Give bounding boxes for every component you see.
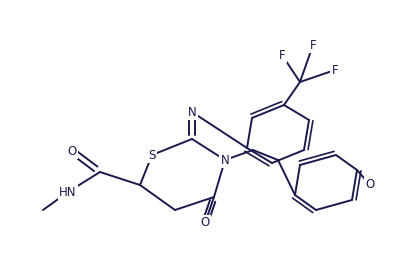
Text: HN: HN	[59, 185, 77, 198]
Text: N: N	[221, 154, 229, 167]
Text: S: S	[148, 148, 156, 162]
Text: F: F	[332, 63, 338, 76]
Text: N: N	[188, 105, 196, 119]
Text: O: O	[200, 217, 210, 229]
Text: O: O	[365, 178, 375, 191]
Text: F: F	[279, 48, 285, 61]
Text: O: O	[67, 145, 77, 157]
Text: F: F	[310, 39, 316, 52]
